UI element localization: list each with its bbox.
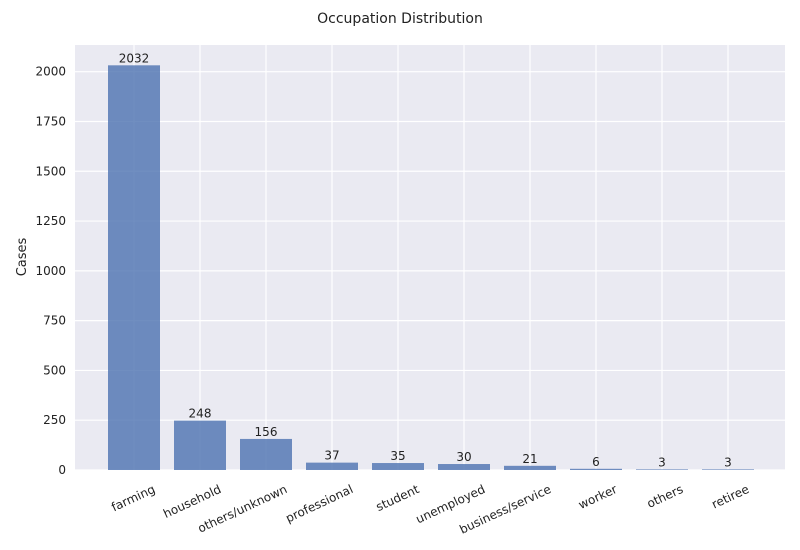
x-tick-label: farming [109, 482, 157, 514]
y-tick-label: 500 [43, 363, 66, 377]
chart-title: Occupation Distribution [317, 11, 483, 27]
y-tick-label: 250 [43, 413, 66, 427]
bar-value-label: 3 [724, 455, 732, 469]
bar-value-label: 37 [324, 449, 339, 463]
bar-unemployed [438, 464, 490, 470]
y-tick-label: 1750 [35, 114, 66, 128]
bar-retiree [702, 469, 754, 470]
bar-value-label: 2032 [119, 51, 150, 65]
bar-student [372, 463, 424, 470]
y-tick-label: 2000 [35, 65, 66, 79]
bar-value-label: 3 [658, 455, 666, 469]
bar-household [174, 420, 226, 470]
y-tick-label: 1000 [35, 264, 66, 278]
x-tick-label: others [645, 482, 686, 511]
x-tick-label: retiree [710, 482, 752, 511]
data-labels: 2032 248 156 37 35 30 21 6 3 3 [119, 51, 732, 469]
y-tick-label: 1250 [35, 214, 66, 228]
bar-value-label: 248 [189, 407, 212, 421]
grid-lines [75, 45, 785, 471]
plot-area [75, 45, 785, 470]
bar-professional [306, 462, 358, 470]
bar-value-label: 30 [456, 450, 471, 464]
y-tick-label: 1500 [35, 164, 66, 178]
y-tick-label: 0 [58, 463, 66, 477]
y-axis-label: Cases [15, 237, 30, 276]
bar-value-label: 35 [390, 449, 405, 463]
bar-others-unknown [240, 438, 292, 470]
bars [108, 65, 754, 470]
y-axis-ticks: 0 250 500 750 1000 1250 1500 1750 2000 [35, 65, 66, 477]
x-axis-ticks: farming householdothers/unknownprofession… [109, 482, 751, 537]
bar-farming [108, 65, 160, 470]
y-tick-label: 750 [43, 314, 66, 328]
x-tick-label: professional [283, 482, 355, 525]
bar-value-label: 21 [522, 452, 537, 466]
bar-others [636, 469, 688, 470]
x-tick-label: worker [576, 482, 619, 512]
bar-value-label: 6 [592, 455, 600, 469]
bar-worker [570, 468, 622, 470]
x-tick-label: student [374, 482, 422, 514]
bar-value-label: 156 [255, 425, 278, 439]
bar-business-service [504, 465, 556, 470]
